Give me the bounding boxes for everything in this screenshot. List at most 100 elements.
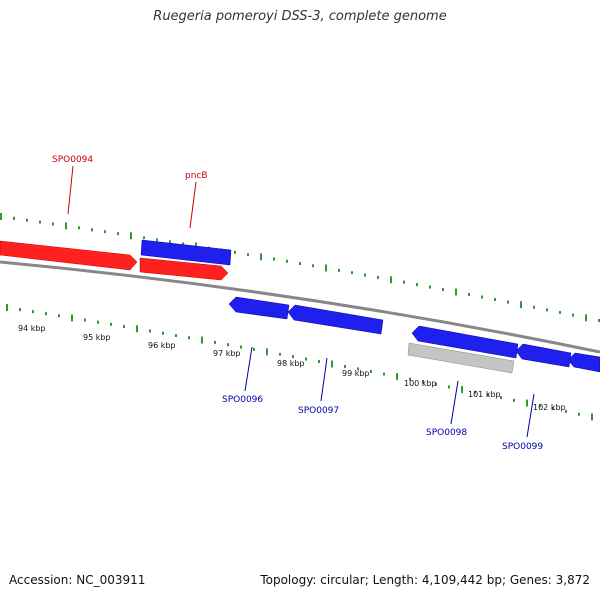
inner-tick <box>552 407 554 411</box>
outer-tick <box>481 295 483 299</box>
inner-tick <box>409 377 411 381</box>
outer-tick <box>52 222 54 226</box>
label-pncB[interactable]: pncB <box>185 171 208 181</box>
outer-tick <box>169 240 171 244</box>
inner-tick <box>331 360 333 368</box>
accession-info: Accession: NC_003911 <box>9 573 145 587</box>
inner-tick <box>383 372 385 376</box>
inner-tick <box>162 331 164 335</box>
outer-tick <box>325 264 327 272</box>
kbp-label-100: 100 kbp <box>404 379 437 388</box>
feature-grey[interactable] <box>407 342 515 374</box>
outer-tick <box>403 280 405 284</box>
label-SPO0094[interactable]: SPO0094 <box>52 155 93 165</box>
inner-tick <box>435 382 437 386</box>
inner-tick <box>500 396 502 400</box>
outer-tick <box>364 273 366 277</box>
outer-tick <box>273 257 275 261</box>
inner-tick <box>279 352 281 356</box>
inner-tick <box>318 360 320 364</box>
inner-tick <box>97 320 99 324</box>
inner-tick <box>110 322 112 326</box>
outer-tick <box>299 262 301 265</box>
kbp-label-95: 95 kbp <box>83 333 111 342</box>
inner-tick <box>539 404 541 408</box>
inner-tick <box>201 336 203 344</box>
kbp-label-97: 97 kbp <box>213 349 241 358</box>
inner-tick <box>513 398 515 402</box>
outer-tick <box>78 226 80 230</box>
label-SPO0099[interactable]: SPO0099 <box>502 442 543 452</box>
outer-tick <box>26 218 28 222</box>
inner-tick <box>188 336 190 340</box>
inner-tick <box>578 412 580 416</box>
inner-tick <box>565 409 567 413</box>
inner-tick <box>32 310 34 314</box>
topology-value: circular <box>320 573 365 587</box>
inner-tick <box>253 347 255 351</box>
inner-tick <box>58 314 60 318</box>
gene-SPO0094[interactable] <box>0 240 138 271</box>
leader-SPO0097 <box>320 357 328 402</box>
outer-tick <box>338 268 340 272</box>
inner-tick <box>357 367 359 371</box>
inner-tick <box>370 369 372 373</box>
outer-tick <box>143 236 145 240</box>
outer-tick <box>546 308 548 312</box>
outer-tick <box>559 310 561 314</box>
kbp-label-102: 102 kbp <box>533 403 566 412</box>
inner-tick <box>487 393 489 397</box>
inner-tick <box>71 314 73 322</box>
label-SPO0098[interactable]: SPO0098 <box>426 428 467 438</box>
outer-tick <box>286 259 288 263</box>
outer-tick <box>104 230 106 234</box>
outer-tick <box>468 292 470 296</box>
outer-tick <box>533 305 535 309</box>
outer-tick <box>234 250 236 254</box>
outer-tick <box>247 253 249 257</box>
gene-SPO0097[interactable] <box>287 304 384 335</box>
outer-tick <box>572 313 574 317</box>
map-title: Ruegeria pomeroyi DSS-3, complete genome <box>153 9 447 24</box>
inner-tick <box>123 325 125 329</box>
gene-pncB-lower[interactable] <box>139 257 229 281</box>
gene-SPO0096[interactable] <box>228 296 290 320</box>
outer-tick <box>351 271 353 275</box>
length-value: 4,109,442 bp <box>421 573 502 587</box>
gene-pncB[interactable] <box>140 239 232 266</box>
outer-tick <box>377 275 379 279</box>
inner-tick <box>474 390 476 394</box>
outer-tick <box>65 222 67 230</box>
gene-next[interactable] <box>567 352 600 373</box>
outer-tick <box>312 264 314 268</box>
label-SPO0097[interactable]: SPO0097 <box>298 406 339 416</box>
inner-tick <box>448 385 450 389</box>
outer-tick <box>585 314 587 322</box>
outer-tick <box>130 232 132 240</box>
inner-tick <box>396 373 398 381</box>
leader-SPO0098 <box>450 380 459 425</box>
inner-tick <box>591 413 593 421</box>
inner-tick <box>19 308 21 312</box>
outer-tick <box>39 220 41 224</box>
kbp-label-99: 99 kbp <box>342 369 370 378</box>
leader-SPO0096 <box>244 346 253 392</box>
kbp-label-101: 101 kbp <box>468 390 501 399</box>
outer-tick <box>260 253 262 261</box>
outer-tick <box>416 283 418 287</box>
topology-label: Topology: <box>260 573 317 587</box>
leader-SPO0094 <box>67 165 74 215</box>
genes-label: Genes: <box>509 573 552 587</box>
outer-tick <box>182 242 184 246</box>
outer-tick <box>494 298 496 302</box>
inner-tick <box>136 325 138 333</box>
length-label: Length: <box>372 573 419 587</box>
inner-tick <box>266 348 268 356</box>
inner-tick <box>227 343 229 347</box>
genome-stats: Topology: circular; Length: 4,109,442 bp… <box>260 573 590 587</box>
outer-tick <box>0 213 2 220</box>
inner-tick <box>84 318 86 322</box>
outer-tick <box>507 300 509 304</box>
label-SPO0096[interactable]: SPO0096 <box>222 395 263 405</box>
gene-SPO0099[interactable] <box>515 343 572 368</box>
